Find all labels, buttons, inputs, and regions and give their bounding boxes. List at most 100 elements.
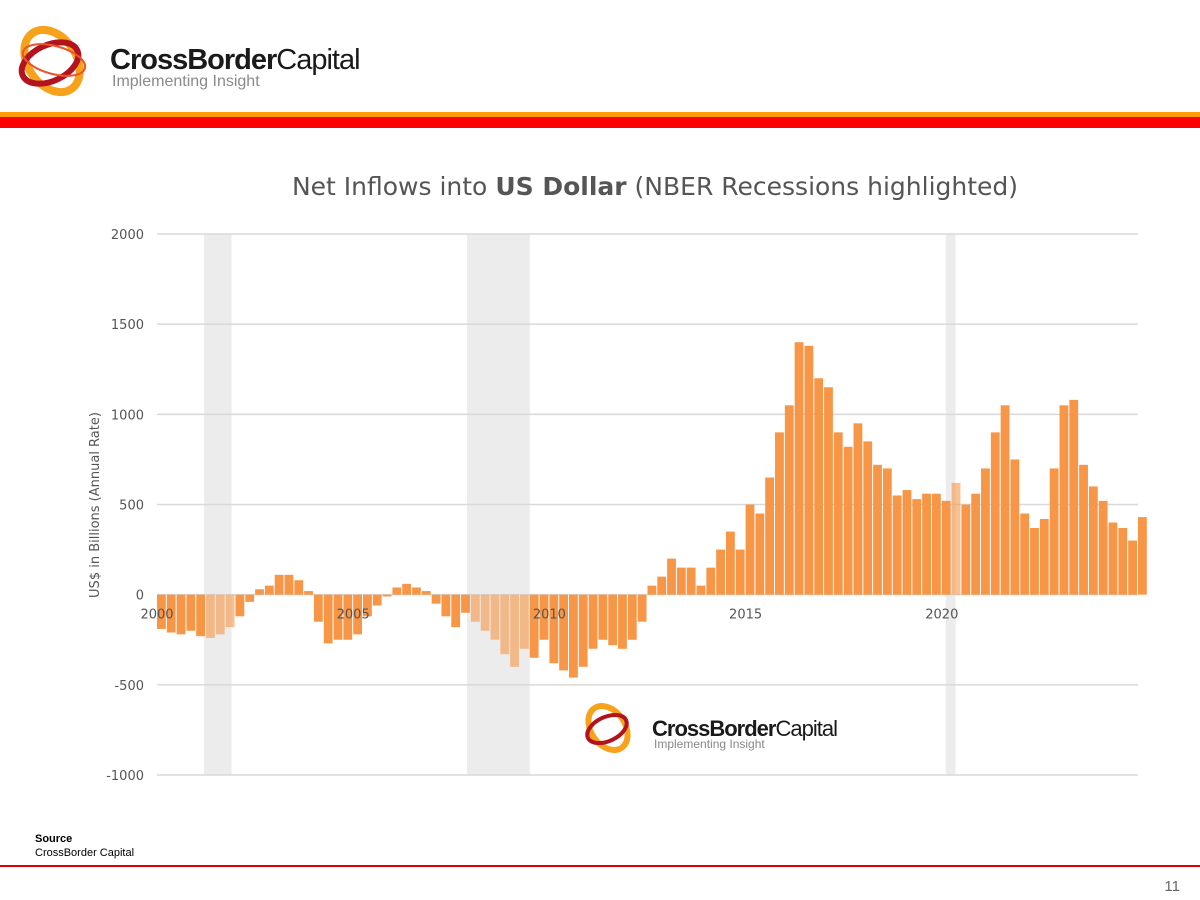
bar bbox=[1079, 464, 1088, 595]
bar bbox=[313, 594, 323, 622]
bar bbox=[451, 594, 461, 628]
bar bbox=[804, 345, 814, 595]
source-note: Source CrossBorder Capital bbox=[35, 833, 135, 859]
bar bbox=[294, 580, 304, 595]
bar bbox=[765, 477, 775, 595]
bar bbox=[588, 594, 598, 649]
bar bbox=[657, 576, 667, 595]
bar bbox=[431, 594, 441, 604]
bar bbox=[529, 594, 539, 658]
y-tick-label: 1500 bbox=[111, 318, 144, 333]
bar bbox=[382, 594, 392, 597]
bar bbox=[755, 513, 765, 595]
bar bbox=[833, 432, 843, 595]
bar bbox=[1010, 459, 1020, 595]
brand-name: CrossBorderCapital bbox=[110, 44, 361, 76]
watermark-logo: CrossBorderCapital Implementing Insight bbox=[585, 703, 838, 753]
bar bbox=[598, 594, 608, 640]
svg-text:CrossBorderCapital: CrossBorderCapital bbox=[652, 716, 837, 741]
bar bbox=[1138, 517, 1147, 595]
bar bbox=[274, 574, 284, 595]
bar bbox=[372, 594, 382, 606]
bar bbox=[863, 441, 873, 595]
bar bbox=[461, 594, 470, 613]
bar bbox=[490, 594, 500, 640]
bar bbox=[578, 594, 588, 667]
bar bbox=[637, 594, 647, 622]
y-tick-label: -500 bbox=[114, 679, 144, 694]
bar bbox=[549, 594, 559, 664]
bar bbox=[647, 585, 657, 595]
bar bbox=[892, 495, 902, 595]
axis-labels: 2000 1500 1000 500 0 -500 -1000 2000 2005 2010 201… bbox=[106, 228, 958, 784]
crossborder-logo-icon bbox=[18, 25, 87, 97]
bar bbox=[922, 493, 931, 595]
bar bbox=[725, 531, 735, 595]
bar bbox=[1098, 500, 1108, 595]
bar bbox=[333, 594, 343, 640]
y-axis-label: US$ in Billions (Annual Rate) bbox=[88, 412, 103, 598]
bar bbox=[255, 589, 264, 595]
bar bbox=[745, 504, 755, 595]
bar bbox=[166, 594, 176, 633]
bar bbox=[961, 504, 971, 595]
bar bbox=[843, 446, 853, 595]
bar bbox=[853, 423, 863, 595]
bar bbox=[225, 594, 235, 628]
bar bbox=[1020, 513, 1030, 595]
bar bbox=[245, 594, 255, 602]
bar bbox=[441, 594, 451, 617]
header-stripe-orange bbox=[0, 112, 1200, 117]
bar bbox=[618, 594, 627, 649]
bar bbox=[480, 594, 490, 631]
y-tick-label: 500 bbox=[119, 499, 144, 514]
bar bbox=[402, 583, 412, 595]
bar bbox=[539, 594, 549, 640]
bar bbox=[627, 594, 637, 640]
bar bbox=[519, 594, 529, 649]
bar bbox=[353, 594, 363, 635]
bar bbox=[941, 500, 951, 595]
bar bbox=[1118, 527, 1128, 595]
y-tick-label: -1000 bbox=[106, 769, 144, 784]
bar bbox=[1128, 540, 1137, 595]
bar bbox=[1069, 399, 1079, 595]
svg-text:Implementing Insight: Implementing Insight bbox=[654, 737, 765, 751]
bars bbox=[157, 342, 1147, 678]
bar bbox=[510, 594, 519, 667]
bar bbox=[873, 464, 882, 595]
bar bbox=[696, 585, 706, 595]
bar bbox=[284, 574, 294, 595]
x-tick-label: 2000 bbox=[140, 608, 173, 623]
brand-tagline: Implementing Insight bbox=[112, 73, 260, 90]
page-number: 11 bbox=[1164, 878, 1180, 895]
bar bbox=[794, 342, 804, 595]
bar bbox=[902, 490, 912, 595]
bar bbox=[1000, 405, 1010, 595]
bar bbox=[500, 594, 510, 655]
x-tick-label: 2020 bbox=[925, 608, 958, 623]
bar bbox=[951, 482, 961, 595]
x-tick-label: 2005 bbox=[337, 608, 370, 623]
bar bbox=[1088, 486, 1098, 595]
bar bbox=[1039, 518, 1049, 595]
bar bbox=[470, 594, 480, 622]
bar bbox=[412, 587, 421, 595]
bar bbox=[196, 594, 206, 637]
bar bbox=[775, 432, 784, 595]
bar bbox=[1059, 405, 1069, 595]
bar bbox=[215, 594, 225, 635]
bar bbox=[559, 594, 569, 671]
bar bbox=[931, 493, 941, 595]
bar bbox=[176, 594, 186, 635]
y-tick-label: 0 bbox=[136, 589, 144, 604]
x-tick-label: 2010 bbox=[533, 608, 566, 623]
bar bbox=[206, 594, 215, 638]
bar bbox=[706, 567, 716, 595]
x-tick-label: 2015 bbox=[729, 608, 762, 623]
bar bbox=[264, 585, 274, 595]
bar bbox=[735, 549, 745, 595]
bar bbox=[882, 468, 892, 595]
bar bbox=[1030, 527, 1039, 595]
